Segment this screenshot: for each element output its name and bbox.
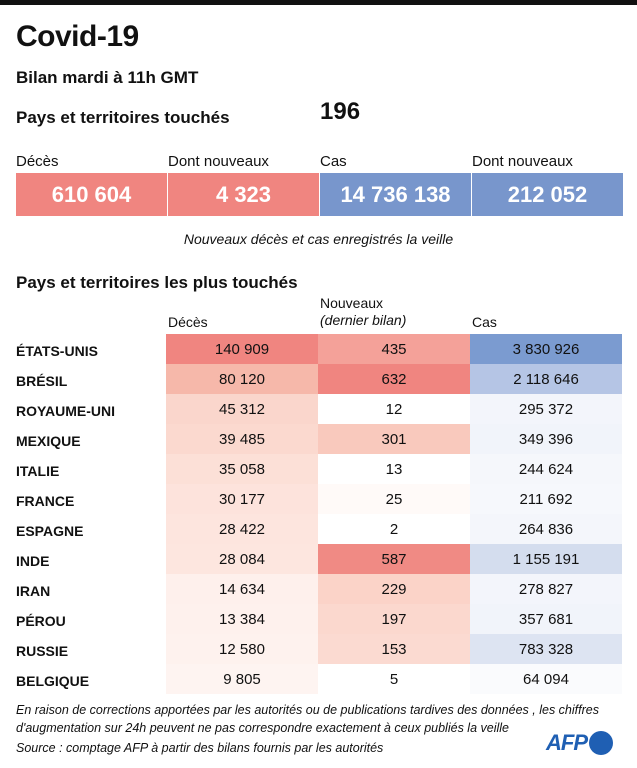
cas-cell: 295 372	[470, 394, 622, 424]
col-header-nouveaux-sub: (dernier bilan)	[320, 312, 407, 328]
country-name: PÉROU	[16, 612, 66, 629]
table-row: PÉROU 13 384 197 357 681	[16, 604, 622, 634]
deces-cell: 45 312	[166, 394, 318, 424]
cas-cell: 349 396	[470, 424, 622, 454]
deces-cell: 9 805	[166, 664, 318, 694]
country-name: ÉTATS-UNIS	[16, 342, 98, 359]
summary-note: Nouveaux décès et cas enregistrés la vei…	[183, 231, 454, 247]
top-bar	[0, 0, 637, 5]
cas-cell: 211 692	[470, 484, 622, 514]
country-name: FRANCE	[16, 492, 75, 509]
col-header-cas: Cas	[472, 314, 497, 330]
nouveaux-cell: 632	[318, 364, 470, 394]
country-name: ITALIE	[16, 462, 60, 479]
nouveaux-cell: 301	[318, 424, 470, 454]
deces-cell: 35 058	[166, 454, 318, 484]
table-row: ÉTATS-UNIS 140 909 435 3 830 926	[16, 334, 622, 364]
cas-cell: 278 827	[470, 574, 622, 604]
source: Source : comptage AFP à partir des bilan…	[16, 741, 384, 755]
cas-cell: 64 094	[470, 664, 622, 694]
nouveaux-cell: 12	[318, 394, 470, 424]
nouveaux-cell: 435	[318, 334, 470, 364]
nouveaux-cell: 197	[318, 604, 470, 634]
deces-cell: 30 177	[166, 484, 318, 514]
summary-label: Dont nouveaux	[168, 153, 269, 170]
afp-logo: AFP	[546, 730, 613, 756]
cas-cell: 3 830 926	[470, 334, 622, 364]
cas-cell: 264 836	[470, 514, 622, 544]
nouveaux-cell: 587	[318, 544, 470, 574]
nouveaux-cell: 2	[318, 514, 470, 544]
cas-cell: 357 681	[470, 604, 622, 634]
country-name: ESPAGNE	[16, 522, 84, 539]
table-row: RUSSIE 12 580 153 783 328	[16, 634, 622, 664]
nouveaux-cell: 13	[318, 454, 470, 484]
footnote: En raison de corrections apportées par l…	[16, 703, 599, 717]
deces-cell: 39 485	[166, 424, 318, 454]
country-name: ROYAUME-UNI	[16, 402, 116, 419]
country-name: RUSSIE	[16, 642, 69, 659]
summary-value: 14 736 138	[320, 173, 471, 216]
deces-cell: 28 422	[166, 514, 318, 544]
summary-label: Décès	[16, 153, 59, 170]
table-row: BELGIQUE 9 805 5 64 094	[16, 664, 622, 694]
table-row: ESPAGNE 28 422 2 264 836	[16, 514, 622, 544]
country-name: MEXIQUE	[16, 432, 81, 449]
table-row: ITALIE 35 058 13 244 624	[16, 454, 622, 484]
table-row: IRAN 14 634 229 278 827	[16, 574, 622, 604]
nouveaux-cell: 229	[318, 574, 470, 604]
cas-cell: 1 155 191	[470, 544, 622, 574]
country-name: BELGIQUE	[16, 672, 90, 689]
footnote: d'augmentation sur 24h peuvent ne pas co…	[16, 721, 509, 735]
page-title: Covid-19	[16, 20, 139, 53]
cas-cell: 244 624	[470, 454, 622, 484]
subtitle: Bilan mardi à 11h GMT	[16, 68, 199, 87]
table-title: Pays et territoires les plus touchés	[16, 273, 298, 292]
col-header-deces: Décès	[168, 314, 208, 330]
deces-cell: 12 580	[166, 634, 318, 664]
summary-value: 4 323	[168, 173, 319, 216]
cas-cell: 2 118 646	[470, 364, 622, 394]
nouveaux-cell: 153	[318, 634, 470, 664]
deces-cell: 28 084	[166, 544, 318, 574]
table-row: ROYAUME-UNI 45 312 12 295 372	[16, 394, 622, 424]
nouveaux-cell: 25	[318, 484, 470, 514]
countries-affected-label: Pays et territoires touchés	[16, 108, 230, 127]
summary-label: Cas	[320, 153, 347, 170]
cas-cell: 783 328	[470, 634, 622, 664]
table-row: MEXIQUE 39 485 301 349 396	[16, 424, 622, 454]
deces-cell: 80 120	[166, 364, 318, 394]
summary-value: 212 052	[472, 173, 623, 216]
summary-label: Dont nouveaux	[472, 153, 573, 170]
deces-cell: 13 384	[166, 604, 318, 634]
summary-value: 610 604	[16, 173, 167, 216]
afp-logo-text: AFP	[546, 730, 588, 755]
table-row: INDE 28 084 587 1 155 191	[16, 544, 622, 574]
deces-cell: 140 909	[166, 334, 318, 364]
country-name: BRÉSIL	[16, 372, 68, 389]
col-header-nouveaux: Nouveaux	[320, 295, 384, 311]
countries-affected-value: 196	[320, 98, 361, 125]
country-name: IRAN	[16, 582, 51, 599]
table-row: FRANCE 30 177 25 211 692	[16, 484, 622, 514]
nouveaux-cell: 5	[318, 664, 470, 694]
country-name: INDE	[16, 552, 50, 569]
afp-logo-circle	[589, 731, 613, 755]
table-row: BRÉSIL 80 120 632 2 118 646	[16, 364, 622, 394]
deces-cell: 14 634	[166, 574, 318, 604]
